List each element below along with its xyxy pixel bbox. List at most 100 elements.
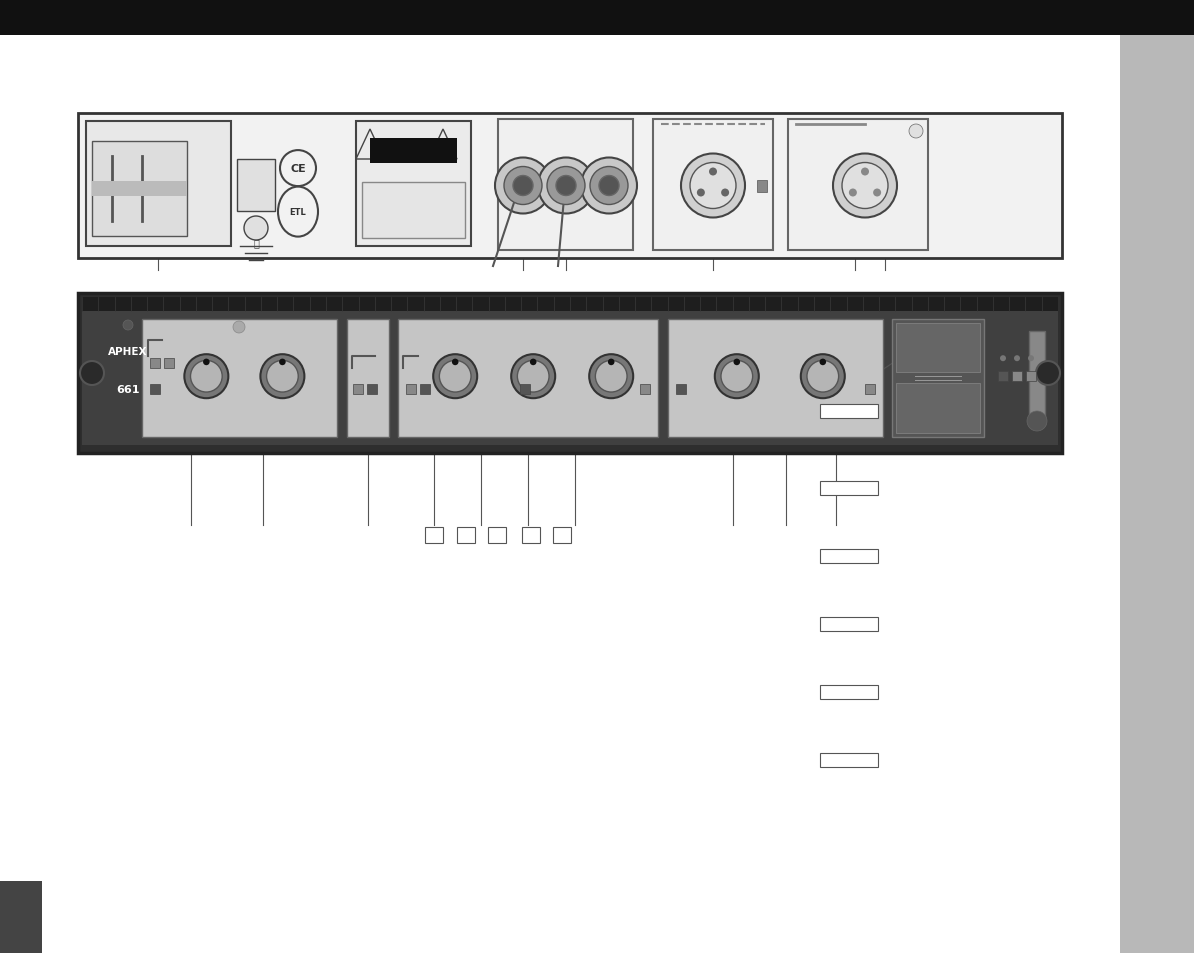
- Bar: [640, 385, 650, 395]
- Bar: [1026, 372, 1036, 382]
- Circle shape: [849, 190, 857, 197]
- Bar: [92, 182, 187, 197]
- Bar: [896, 323, 980, 373]
- Bar: [456, 527, 474, 543]
- Circle shape: [697, 190, 704, 197]
- Circle shape: [608, 359, 615, 366]
- Bar: [347, 319, 389, 437]
- Circle shape: [266, 361, 298, 393]
- Bar: [0, 882, 42, 953]
- Circle shape: [496, 158, 550, 214]
- Bar: [142, 319, 337, 437]
- Circle shape: [721, 190, 730, 197]
- Circle shape: [233, 322, 245, 334]
- Circle shape: [1036, 361, 1060, 386]
- Bar: [236, 159, 275, 212]
- Bar: [1120, 36, 1194, 953]
- Circle shape: [511, 355, 555, 398]
- Bar: [820, 405, 878, 418]
- Ellipse shape: [278, 188, 318, 237]
- Text: CE: CE: [290, 164, 306, 173]
- Bar: [553, 527, 571, 543]
- Circle shape: [80, 361, 104, 386]
- Circle shape: [801, 355, 845, 398]
- Circle shape: [517, 361, 549, 393]
- Bar: [356, 122, 470, 247]
- Bar: [0, 0, 1194, 36]
- Bar: [498, 120, 633, 251]
- Bar: [150, 359, 160, 369]
- Bar: [820, 685, 878, 700]
- Bar: [521, 385, 530, 395]
- Circle shape: [681, 154, 745, 218]
- Circle shape: [244, 216, 267, 241]
- Bar: [488, 527, 506, 543]
- Bar: [82, 312, 1058, 446]
- Bar: [353, 385, 363, 395]
- Bar: [892, 319, 984, 437]
- Text: APHEX: APHEX: [109, 347, 148, 356]
- Bar: [820, 550, 878, 563]
- Circle shape: [596, 361, 627, 393]
- Circle shape: [581, 158, 638, 214]
- Circle shape: [279, 359, 285, 366]
- Circle shape: [589, 355, 633, 398]
- Circle shape: [451, 359, 458, 366]
- Circle shape: [260, 355, 304, 398]
- Circle shape: [538, 158, 593, 214]
- Circle shape: [1001, 355, 1007, 362]
- Circle shape: [123, 320, 133, 331]
- Text: ⏚: ⏚: [253, 237, 259, 248]
- Circle shape: [709, 169, 718, 176]
- Circle shape: [1027, 412, 1047, 432]
- Circle shape: [433, 355, 478, 398]
- Circle shape: [715, 355, 759, 398]
- Circle shape: [833, 154, 897, 218]
- Bar: [82, 297, 1058, 312]
- Bar: [1029, 332, 1045, 426]
- Bar: [78, 113, 1061, 258]
- Bar: [653, 120, 773, 251]
- Bar: [522, 527, 540, 543]
- Circle shape: [599, 176, 618, 196]
- Bar: [78, 294, 1061, 454]
- Circle shape: [547, 168, 585, 205]
- Bar: [164, 359, 174, 369]
- Circle shape: [1028, 355, 1034, 362]
- Bar: [1013, 372, 1022, 382]
- Bar: [667, 319, 884, 437]
- Circle shape: [184, 355, 228, 398]
- Circle shape: [513, 176, 533, 196]
- Circle shape: [721, 361, 752, 393]
- Circle shape: [530, 359, 536, 366]
- Bar: [864, 385, 875, 395]
- Polygon shape: [429, 130, 457, 160]
- Circle shape: [191, 361, 222, 393]
- Bar: [398, 319, 658, 437]
- Bar: [92, 142, 187, 236]
- Circle shape: [504, 168, 542, 205]
- Circle shape: [556, 176, 576, 196]
- Circle shape: [1014, 355, 1020, 362]
- Bar: [896, 384, 980, 434]
- Bar: [993, 319, 1050, 437]
- Bar: [998, 372, 1008, 382]
- Bar: [362, 183, 464, 239]
- Bar: [86, 122, 230, 247]
- Bar: [788, 120, 928, 251]
- Bar: [676, 385, 687, 395]
- Text: ETL: ETL: [290, 208, 307, 217]
- Circle shape: [842, 163, 888, 210]
- Text: 661: 661: [116, 385, 140, 395]
- Bar: [425, 527, 443, 543]
- Circle shape: [819, 359, 826, 366]
- Circle shape: [439, 361, 472, 393]
- Polygon shape: [356, 130, 384, 160]
- Bar: [420, 385, 430, 395]
- Bar: [370, 139, 457, 164]
- Circle shape: [861, 169, 869, 176]
- Circle shape: [873, 190, 881, 197]
- Circle shape: [281, 151, 316, 187]
- Bar: [150, 385, 160, 395]
- Bar: [820, 753, 878, 767]
